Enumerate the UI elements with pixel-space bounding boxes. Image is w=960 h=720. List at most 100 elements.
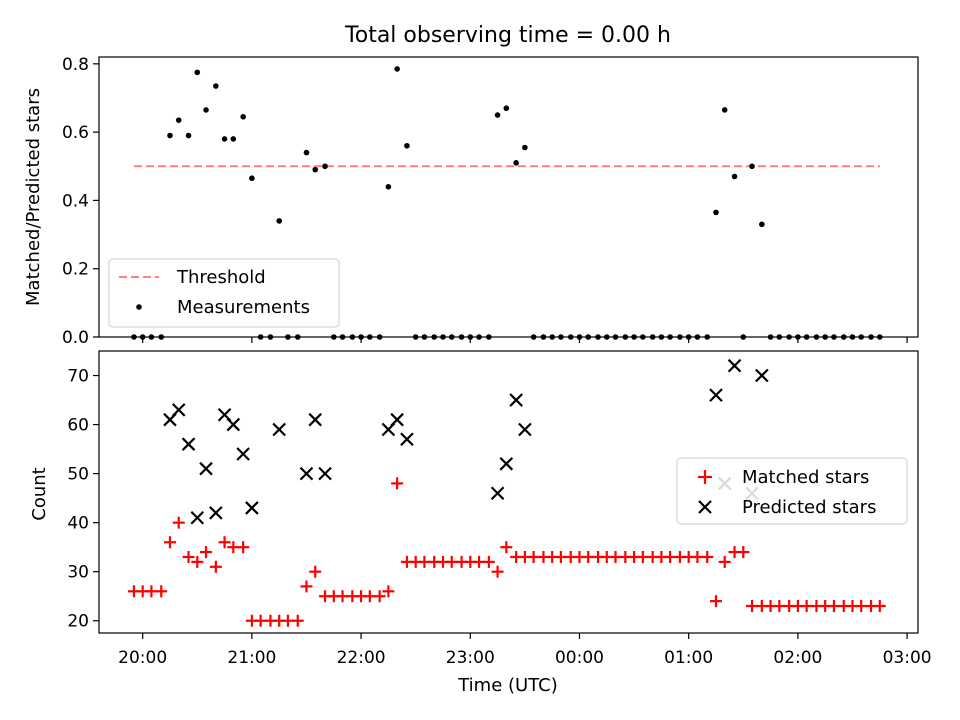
measurement-point <box>230 136 237 142</box>
matched-star-point <box>200 546 213 559</box>
x-tick-label: 20:00 <box>118 648 167 668</box>
x-tick-label: 23:00 <box>446 648 495 668</box>
top-panel: 0.00.20.40.60.8 Matched/Predicted stars … <box>23 55 919 348</box>
x-axis-label: Time (UTC) <box>457 675 558 696</box>
measurement-point <box>312 166 319 173</box>
x-tick-label: 21:00 <box>227 648 276 668</box>
matched-star-point <box>218 536 231 549</box>
matched-stars-points <box>127 477 886 627</box>
bottom-x-ticks: 20:00 21:00 22:00 23:00 00:00 01:00 02:00 03:00 <box>118 633 932 668</box>
matched-star-point <box>172 516 185 529</box>
matched-star-point <box>737 546 750 559</box>
x-tick-label: 22:00 <box>337 648 386 668</box>
top-y-ticks: 0.0 0.2 0.4 0.6 0.8 <box>62 55 99 348</box>
measurement-point <box>394 66 400 72</box>
predicted-star-point <box>181 437 196 451</box>
x-tick-label: 00:00 <box>555 648 604 668</box>
x-tick-label: 01:00 <box>664 648 713 668</box>
bottom-y-ticks: 20 30 40 50 60 70 <box>67 367 99 632</box>
top-legend-box <box>108 258 340 328</box>
measurement-point <box>167 132 173 139</box>
measurement-point <box>721 107 728 113</box>
matched-star-point <box>482 555 495 568</box>
predicted-star-point <box>299 466 314 481</box>
top-y-axis-label: Matched/Predicted stars <box>23 88 44 306</box>
predicted-star-point <box>390 412 404 427</box>
top-plot-frame <box>98 56 919 338</box>
matched-star-point <box>191 555 204 568</box>
x-tick-label: 02:00 <box>773 648 822 668</box>
top-y-tick-label: 0.8 <box>62 55 89 75</box>
predicted-star-point <box>518 422 532 437</box>
measurement-point <box>494 112 501 118</box>
measurement-point <box>713 209 719 216</box>
legend-matched-swatch <box>698 470 712 484</box>
matched-star-point <box>491 565 504 578</box>
matched-star-point <box>309 565 322 578</box>
legend-predicted-swatch <box>698 500 712 514</box>
measurement-point <box>175 117 182 123</box>
measurement-point <box>203 107 209 113</box>
legend-measurements-swatch <box>136 304 142 310</box>
matched-star-point <box>155 585 168 598</box>
measurement-point <box>522 144 528 151</box>
matched-star-point <box>237 541 250 554</box>
predicted-star-point <box>171 403 186 417</box>
measurement-point <box>322 163 328 170</box>
bottom-y-axis-label: Count <box>29 467 50 520</box>
measurement-point <box>731 173 738 180</box>
legend-matched-label: Matched stars <box>742 467 869 488</box>
matched-star-point <box>382 585 395 598</box>
predicted-star-point <box>755 368 769 383</box>
legend-measurements-label: Measurements <box>177 297 310 318</box>
measurement-point <box>749 163 755 170</box>
top-y-tick-label: 0.6 <box>62 123 89 143</box>
chart-title: Total observing time = 0.00 h <box>344 23 671 48</box>
predicted-star-point <box>400 432 414 447</box>
bottom-y-tick-label: 30 <box>67 563 89 583</box>
bottom-y-tick-label: 50 <box>67 465 89 485</box>
predicted-star-point <box>199 461 213 476</box>
predicted-star-point <box>236 447 250 461</box>
measurement-point <box>185 132 192 139</box>
bottom-y-tick-label: 40 <box>67 514 89 534</box>
x-tick-label: 03:00 <box>883 648 932 668</box>
matched-star-point <box>709 595 722 608</box>
measurement-point <box>513 160 519 166</box>
matched-star-point <box>718 555 731 568</box>
predicted-star-point <box>272 422 286 437</box>
predicted-star-point <box>490 486 505 501</box>
predicted-star-point <box>226 417 241 432</box>
measurement-point <box>276 218 282 224</box>
matched-star-point <box>182 550 195 563</box>
bottom-legend: Matched stars Predicted stars <box>676 457 908 525</box>
predicted-star-point <box>499 457 514 471</box>
matched-star-point <box>291 614 304 627</box>
predicted-star-point <box>245 501 259 515</box>
matched-star-point <box>209 560 222 573</box>
measurement-point <box>240 113 246 120</box>
bottom-plot-frame <box>98 350 919 634</box>
predicted-star-point <box>709 388 723 402</box>
bottom-panel: 20 30 40 50 60 70 20:00 21:00 22:00 23:00 00:00 01… <box>29 350 932 696</box>
top-y-tick-label: 0.4 <box>62 191 89 211</box>
measurement-point <box>503 105 510 112</box>
measurement-point <box>303 149 310 156</box>
predicted-star-point <box>209 506 223 520</box>
legend-predicted-label: Predicted stars <box>742 497 876 518</box>
top-y-tick-label: 0.0 <box>62 328 89 348</box>
bottom-y-tick-label: 60 <box>67 416 89 436</box>
predicted-star-point <box>727 358 742 373</box>
measurement-point <box>385 183 392 190</box>
top-x-ticks <box>142 337 908 343</box>
predicted-star-point <box>318 466 332 481</box>
matched-star-point <box>873 600 886 613</box>
predicted-star-point <box>190 510 205 525</box>
measurement-points <box>131 66 883 340</box>
measurement-point <box>249 175 255 182</box>
top-y-tick-label: 0.2 <box>62 260 89 280</box>
bottom-y-tick-label: 70 <box>67 367 89 387</box>
measurement-point <box>404 142 410 149</box>
legend-threshold-label: Threshold <box>176 267 266 288</box>
